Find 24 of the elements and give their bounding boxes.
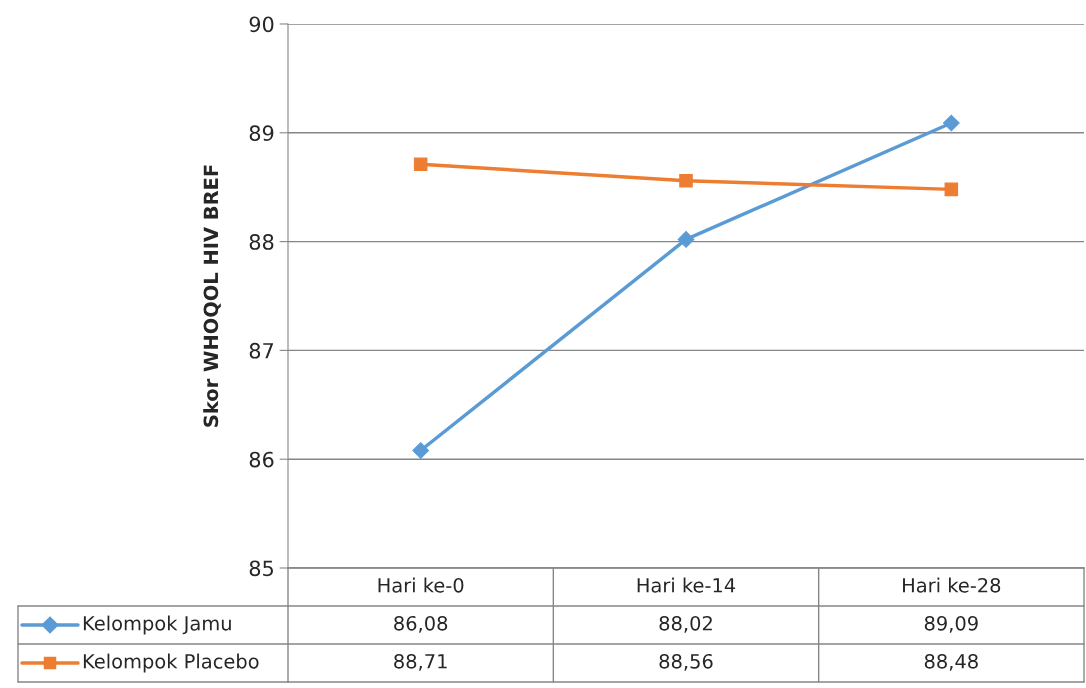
- legend-label: Kelompok Placebo: [83, 653, 259, 673]
- x-tick-label: Hari ke-0: [378, 577, 464, 593]
- point: [944, 182, 959, 197]
- y-tick-label: 85: [249, 560, 273, 577]
- y-tick-label: 89: [249, 125, 274, 142]
- data-label: 86,08: [394, 615, 448, 633]
- y-tick-label: 86: [249, 451, 274, 468]
- x-tick-label: Hari ke-14: [637, 577, 736, 593]
- data-label: 89,09: [924, 615, 978, 633]
- data-label: 88,02: [659, 615, 712, 633]
- point: [413, 157, 428, 172]
- y-tick-label: 87: [249, 342, 274, 359]
- data-label: 88,71: [394, 653, 447, 671]
- x-tick-label: Hari ke-28: [903, 577, 1001, 593]
- y-axis-title: Skor WHOQOL HIV BREF: [203, 165, 221, 427]
- point: [679, 173, 693, 188]
- data-label: 88,48: [924, 653, 978, 671]
- point: [942, 114, 960, 132]
- data-label: 88,56: [659, 653, 713, 671]
- y-tick-label: 88: [249, 234, 274, 250]
- legend-label: Kelompok Jamu: [83, 615, 231, 635]
- point: [412, 442, 430, 459]
- y-tick-label: 90: [249, 16, 274, 33]
- point: [677, 231, 695, 248]
